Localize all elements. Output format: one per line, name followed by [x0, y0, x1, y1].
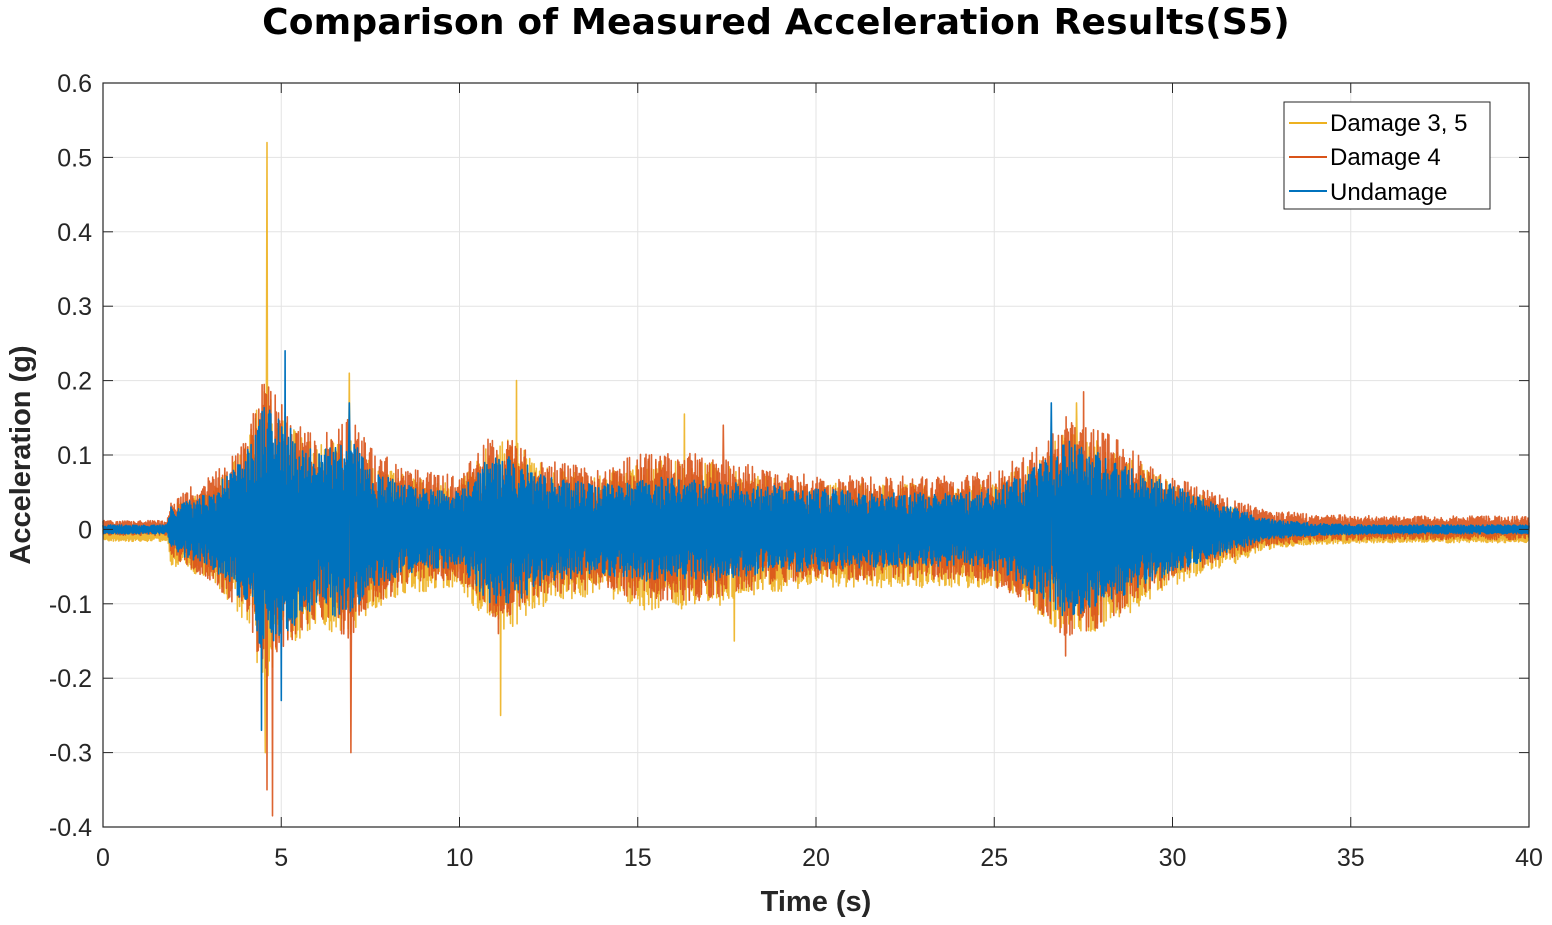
- y-tick-label: 0.6: [57, 70, 92, 98]
- x-tick-label: 40: [1515, 844, 1543, 872]
- series-line-undamage: [102, 350, 1530, 732]
- y-tick-label: -0.1: [49, 591, 92, 619]
- y-tick-label: 0.1: [57, 442, 92, 470]
- x-tick-label: 15: [624, 844, 652, 872]
- x-tick-labels: 0 5 10 15 20 25 30 35 40: [96, 844, 1543, 872]
- x-tick-label: 0: [96, 844, 110, 872]
- x-tick-label: 5: [274, 844, 288, 872]
- legend-label-damage-4: Damage 4: [1330, 144, 1441, 171]
- legend: Damage 3, 5 Damage 4 Undamage: [1283, 101, 1491, 210]
- series-layer: [102, 141, 1530, 817]
- y-tick-label: 0.2: [57, 368, 92, 396]
- y-tick-label: -0.2: [49, 665, 92, 693]
- y-tick-label: 0.3: [57, 293, 92, 321]
- y-tick-label: 0.5: [57, 144, 92, 172]
- y-tick-labels: 0.6 0.5 0.4 0.3 0.2 0.1 0 -0.1 -0.2 -0.3 -0.4: [49, 70, 92, 842]
- x-axis-label: Time (s): [761, 886, 872, 918]
- x-tick-label: 10: [446, 844, 474, 872]
- legend-label-damage-3-5: Damage 3, 5: [1330, 110, 1467, 137]
- axis-ticks: [102, 82, 1530, 828]
- y-tick-label: -0.3: [49, 740, 92, 768]
- x-tick-label: 20: [802, 844, 830, 872]
- x-tick-label: 35: [1337, 844, 1365, 872]
- x-tick-label: 25: [980, 844, 1008, 872]
- x-tick-label: 30: [1159, 844, 1187, 872]
- chart-title: Comparison of Measured Acceleration Resu…: [262, 2, 1290, 43]
- y-axis-label: Acceleration (g): [5, 345, 37, 564]
- legend-label-undamage: Undamage: [1330, 179, 1447, 206]
- y-tick-label: 0: [78, 516, 92, 544]
- y-tick-label: -0.4: [49, 814, 92, 842]
- y-tick-label: 0.4: [57, 219, 92, 247]
